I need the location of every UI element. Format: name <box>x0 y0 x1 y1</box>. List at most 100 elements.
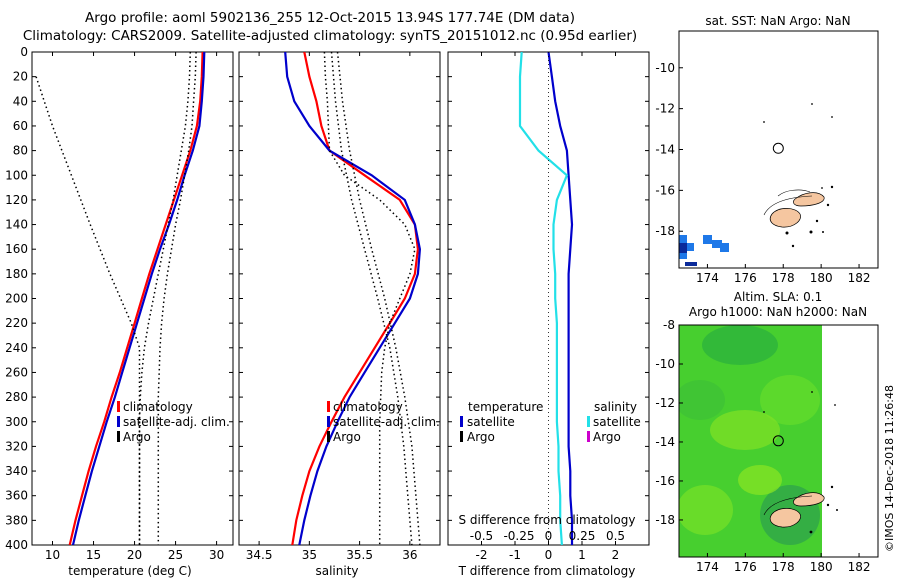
legend-swatch-argo <box>117 431 120 442</box>
map-x-tick-label: 182 <box>848 271 871 285</box>
sst-pixels <box>679 235 729 259</box>
sal-diff-tick-label: -0.5 <box>470 529 493 543</box>
sal-diff-tick-label: 0.25 <box>569 529 596 543</box>
x-tick-label: 1 <box>578 548 586 562</box>
profile-location-marker <box>772 435 784 447</box>
sla-high-patch <box>710 410 780 450</box>
y-tick-label: 40 <box>13 94 28 108</box>
islet <box>821 187 823 189</box>
legend-label-climatology: climatology <box>123 400 193 414</box>
sst-map-title: sat. SST: NaN Argo: NaN <box>705 14 850 28</box>
salinity-plot <box>284 52 422 545</box>
sla-high-patch <box>760 375 820 425</box>
islet <box>836 509 838 511</box>
salinity-difference-xlabel: S difference from climatology <box>459 513 636 527</box>
series-line <box>138 52 192 545</box>
legend-swatch-sal-satellite <box>587 416 590 427</box>
legend-swatch-climatology <box>117 401 120 412</box>
difference-legend-salinity: salinity satellite Argo <box>587 400 641 444</box>
sst-fiji-islands <box>763 103 834 248</box>
islet <box>834 404 836 406</box>
x-tick-label: 34.5 <box>246 548 273 562</box>
series-line <box>291 52 420 545</box>
y-tick-label: 380 <box>5 513 28 527</box>
map-x-tick-label: 176 <box>734 560 757 574</box>
legend-label-satellite: satellite <box>467 415 515 429</box>
sla-map-ticks: 174 176 178 180 182 -8 -10 -12 -14 -16 -18 <box>655 318 870 574</box>
x-tick-label: 10 <box>45 548 60 562</box>
sst-map <box>679 31 878 268</box>
sst-pixel <box>703 235 712 244</box>
sal-diff-tick-label: -0.25 <box>503 529 534 543</box>
sla-fiji-islands <box>763 391 838 534</box>
figure-title-line-1: Argo profile: aoml 5902136_255 12-Oct-20… <box>85 10 575 26</box>
sla-map <box>679 325 878 557</box>
legend-swatch-sal-argo <box>587 431 590 442</box>
map-x-tick-label: 180 <box>810 271 833 285</box>
map-y-tick-label: -12 <box>655 396 675 410</box>
y-tick-label: 80 <box>13 144 28 158</box>
y-tick-label: 340 <box>5 464 28 478</box>
legend-swatch-satellite <box>327 416 330 427</box>
sst-pixel <box>712 240 722 248</box>
map-y-tick-label: -10 <box>655 357 675 371</box>
x-tick-label: 35.5 <box>346 548 373 562</box>
y-tick-label: 160 <box>5 242 28 256</box>
sla-low-patch <box>679 380 725 420</box>
y-tick-label: 320 <box>5 439 28 453</box>
x-tick-label: 0 <box>545 548 553 562</box>
viti-levu <box>769 508 801 528</box>
salinity-difference-ticklabels: -0.5 -0.25 0 0.25 0.5 <box>470 529 625 543</box>
islet <box>763 411 765 413</box>
sst-pixel-dark <box>685 262 697 266</box>
map-x-tick-label: 182 <box>848 560 871 574</box>
sst-map-ticks: 174 176 178 180 182 -10 -12 -14 -16 -18 <box>655 61 870 285</box>
sla-map-title-1: Altim. SLA: 0.1 <box>734 290 822 304</box>
axis-ticks: 10 15 20 25 30020406080100120140160180200220… <box>5 45 649 562</box>
x-tick-label: 20 <box>127 548 142 562</box>
y-tick-label: 360 <box>5 489 28 503</box>
islet <box>822 231 824 233</box>
map-y-tick-label: -8 <box>663 318 675 332</box>
legend-swatch-argo <box>460 431 463 442</box>
series-line <box>71 52 206 545</box>
map-x-tick-label: 174 <box>696 560 719 574</box>
map-x-tick-label: 178 <box>772 271 795 285</box>
islet <box>809 230 813 234</box>
x-tick-label: 25 <box>168 548 183 562</box>
y-tick-label: 180 <box>5 267 28 281</box>
x-tick-label: 2 <box>612 548 620 562</box>
x-tick-label: 15 <box>86 548 101 562</box>
x-tick-label: -2 <box>476 548 488 562</box>
sst-pixel <box>679 251 687 259</box>
islet <box>826 203 830 207</box>
viti-levu <box>769 208 801 228</box>
sla-high-patch <box>738 465 782 495</box>
map-y-tick-label: -16 <box>655 183 675 197</box>
vanua-levu <box>793 492 825 507</box>
islet <box>815 219 819 223</box>
y-tick-label: 60 <box>13 119 28 133</box>
islet <box>791 244 795 248</box>
sla-map-frame <box>678 324 879 558</box>
series-line <box>547 52 574 545</box>
map-y-tick-label: -18 <box>655 513 675 527</box>
sla-low-patch <box>702 325 778 365</box>
series-line <box>157 52 197 545</box>
x-tick-label: 35 <box>302 548 317 562</box>
islet <box>811 103 813 105</box>
y-tick-label: 400 <box>5 538 28 552</box>
y-tick-label: 120 <box>5 193 28 207</box>
legend-label-sal-argo: Argo <box>593 430 621 444</box>
sst-pixel-dark <box>679 243 687 253</box>
map-y-tick-label: -14 <box>655 435 675 449</box>
sst-pixel <box>687 243 694 251</box>
legend-label-argo: Argo <box>333 430 361 444</box>
series-line <box>323 52 416 545</box>
legend-swatch-satellite <box>460 416 463 427</box>
y-tick-label: 300 <box>5 415 28 429</box>
islet <box>811 391 813 393</box>
series-line <box>336 52 421 545</box>
difference-legend-temperature: temperature satellite Argo <box>460 400 543 444</box>
map-x-tick-label: 176 <box>734 271 757 285</box>
